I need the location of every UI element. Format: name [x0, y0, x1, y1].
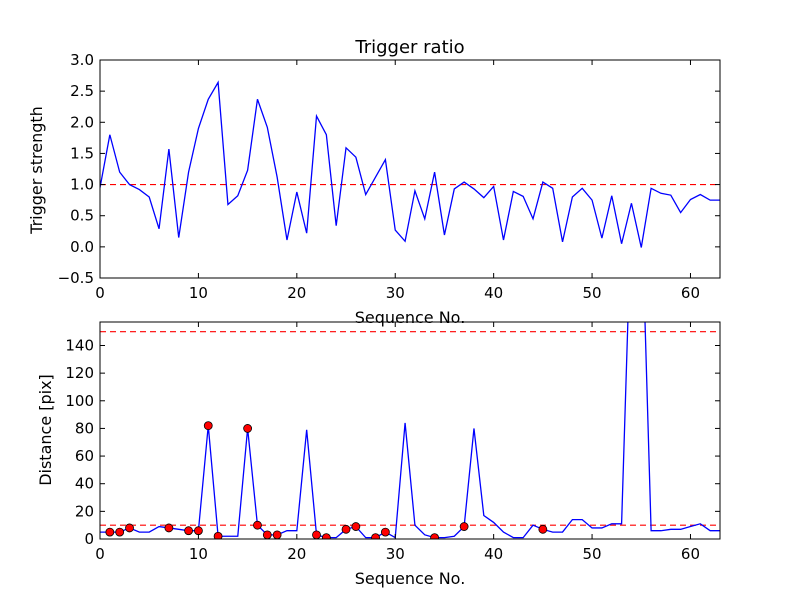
y-tick-label: 0	[84, 530, 94, 548]
x-tick-label: 40	[484, 284, 503, 302]
top-data-layer	[100, 80, 720, 248]
x-tick-label: 0	[95, 545, 105, 563]
x-tick-label: 10	[189, 545, 208, 563]
top-xlabel: Sequence No.	[355, 308, 466, 327]
y-tick-label: 20	[75, 502, 94, 520]
data-point-marker	[105, 527, 115, 537]
x-tick-label: 60	[681, 284, 700, 302]
data-point-marker	[321, 533, 331, 539]
bottom-plot-frame	[99, 321, 721, 540]
data-point-marker	[371, 533, 380, 539]
top-subplot: Trigger ratio 0 10 20 30 40 50 60 −0.5 0.0 0.5 1.0…	[27, 37, 721, 327]
y-tick-label: 60	[75, 447, 94, 465]
bottom-data-layer	[100, 322, 720, 539]
x-tick-label: 20	[287, 284, 306, 302]
data-point-marker	[203, 421, 213, 431]
top-chart-title: Trigger ratio	[354, 37, 464, 58]
x-tick-label: 0	[95, 284, 105, 302]
x-tick-label: 50	[583, 284, 602, 302]
data-point-marker	[538, 524, 548, 534]
x-tick-label: 60	[681, 545, 700, 563]
bottom-subplot: 0 10 20 30 40 50 60 0 20 40 60 80 100 120 140 Sequence…	[36, 321, 721, 588]
y-tick-label: 2.5	[70, 82, 94, 100]
y-tick-label: 120	[65, 364, 94, 382]
y-tick-label: 100	[65, 392, 94, 410]
top-plot-frame	[99, 59, 721, 279]
data-point-marker	[351, 522, 361, 531]
x-tick-label: 40	[484, 545, 503, 563]
data-point-marker	[312, 530, 321, 539]
series-line	[100, 80, 720, 248]
data-point-marker	[341, 524, 351, 534]
y-tick-label: 80	[75, 419, 94, 437]
x-tick-label: 10	[189, 284, 208, 302]
y-tick-label: 140	[65, 336, 94, 354]
y-tick-label: −0.5	[58, 269, 94, 287]
x-tick-label: 20	[287, 545, 306, 563]
y-tick-label: 1.5	[70, 144, 94, 162]
data-point-marker	[459, 522, 469, 531]
series-line	[100, 322, 720, 539]
data-point-marker	[430, 533, 440, 539]
data-point-marker	[115, 527, 125, 537]
data-point-marker	[380, 527, 390, 537]
bottom-ylabel: Distance [pix]	[36, 374, 55, 486]
bottom-axis-ticks: 0 10 20 30 40 50 60 0 20 40 60 80 100 120 140	[65, 322, 720, 563]
y-tick-label: 0.0	[70, 238, 94, 256]
y-tick-label: 40	[75, 475, 94, 493]
data-point-marker	[253, 520, 262, 530]
data-point-marker	[164, 523, 174, 533]
data-point-marker	[125, 523, 134, 533]
top-ylabel: Trigger strength	[27, 106, 46, 235]
x-tick-label: 30	[386, 284, 405, 302]
y-tick-label: 2.0	[70, 113, 94, 131]
data-point-marker	[194, 526, 203, 536]
data-point-marker	[243, 424, 253, 433]
data-point-marker	[262, 530, 272, 539]
y-tick-label: 1.0	[70, 176, 94, 194]
x-tick-label: 50	[583, 545, 602, 563]
bottom-xlabel: Sequence No.	[355, 569, 466, 588]
data-point-marker	[213, 531, 223, 539]
y-tick-label: 3.0	[70, 51, 94, 69]
y-tick-label: 0.5	[70, 207, 94, 225]
x-tick-label: 30	[386, 545, 405, 563]
top-axis-ticks: 0 10 20 30 40 50 60 −0.5 0.0 0.5 1.0 1.5 2.0 2.5 3.0	[58, 51, 720, 302]
data-point-marker	[184, 526, 193, 536]
data-point-marker	[272, 530, 282, 539]
